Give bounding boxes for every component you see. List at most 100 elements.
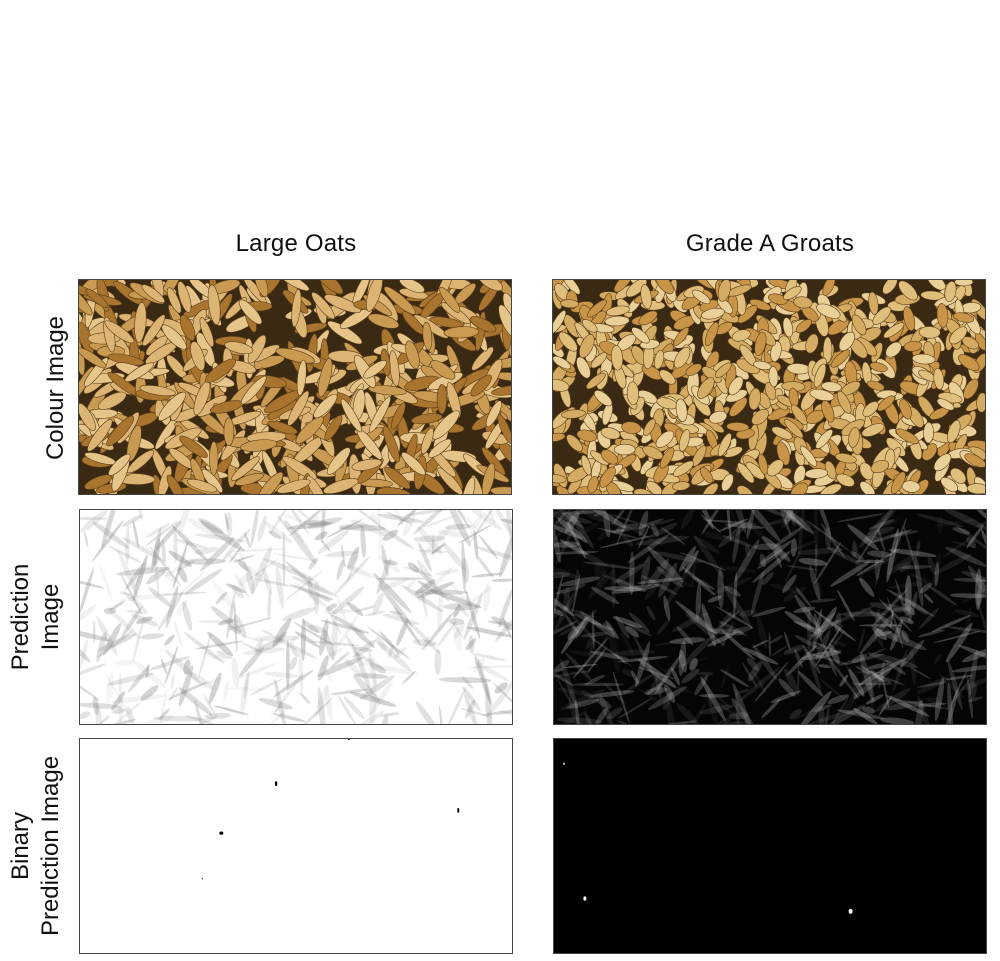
grain: [126, 424, 142, 462]
grain: [471, 346, 494, 371]
prediction-map-left-svg: [80, 510, 512, 724]
prediction-streak: [197, 619, 240, 624]
grain: [470, 374, 492, 397]
grain: [432, 410, 460, 440]
prediction-streak: [294, 582, 339, 617]
grain: [614, 443, 636, 456]
prediction-streak: [243, 671, 250, 699]
prediction-streak: [307, 580, 320, 606]
prediction-streak: [184, 715, 217, 724]
binary-speck: [201, 878, 204, 880]
grain: [317, 358, 333, 398]
prediction-streak: [155, 520, 182, 550]
prediction-streak: [778, 678, 796, 697]
prediction-streak: [107, 545, 142, 563]
grain: [209, 441, 219, 476]
prediction-streak: [153, 548, 160, 597]
prediction-streak: [385, 511, 413, 525]
grain: [736, 485, 754, 494]
prediction-streak: [105, 670, 114, 705]
grain: [870, 460, 890, 474]
prediction-streak: [249, 678, 283, 696]
grain: [296, 359, 307, 396]
prediction-streak: [579, 610, 616, 639]
prediction-streak: [756, 615, 768, 649]
grain: [966, 483, 985, 494]
prediction-streak: [494, 682, 508, 694]
prediction-streak: [590, 586, 620, 605]
prediction-streak: [725, 510, 732, 542]
prediction-streak: [663, 562, 694, 609]
prediction-streak: [798, 510, 805, 554]
prediction-streak: [660, 527, 686, 545]
grain: [167, 287, 182, 314]
prediction-streak: [962, 647, 986, 663]
prediction-image-large-oats: [79, 509, 513, 725]
prediction-streak: [198, 715, 218, 724]
prediction-streak: [101, 510, 118, 549]
prediction-streak: [430, 543, 446, 555]
prediction-streak: [635, 535, 690, 546]
prediction-streak: [849, 551, 864, 561]
prediction-streak: [345, 658, 362, 676]
grain: [726, 422, 750, 432]
prediction-streak: [160, 569, 177, 583]
prediction-streak: [932, 552, 941, 592]
prediction-streak: [477, 657, 493, 708]
prediction-streak: [137, 510, 143, 521]
prediction-streak: [197, 677, 223, 687]
prediction-streak: [369, 662, 387, 674]
prediction-streak: [317, 655, 329, 681]
grain: [821, 400, 835, 423]
prediction-streak: [894, 699, 949, 710]
prediction-streak: [811, 641, 842, 654]
prediction-streak: [664, 684, 676, 703]
prediction-streak: [823, 706, 830, 724]
prediction-streak: [699, 704, 734, 715]
prediction-streak: [712, 611, 733, 638]
prediction-streak: [152, 538, 161, 568]
prediction-streak: [112, 708, 126, 714]
prediction-streak: [418, 542, 432, 572]
prediction-streak: [934, 519, 978, 527]
prediction-streak: [946, 674, 973, 681]
prediction-streak: [732, 626, 753, 634]
grain: [872, 306, 892, 325]
grain: [783, 418, 804, 439]
prediction-streak: [732, 683, 753, 724]
grain: [621, 421, 642, 434]
grain: [267, 420, 298, 435]
grain: [816, 303, 841, 319]
prediction-streak: [424, 514, 458, 528]
grain: [714, 362, 732, 378]
prediction-streak: [717, 702, 737, 717]
prediction-streak: [554, 524, 583, 539]
grain: [79, 347, 107, 369]
prediction-streak: [307, 576, 314, 599]
prediction-streak: [948, 628, 968, 635]
prediction-streak: [416, 559, 437, 589]
prediction-streak: [951, 670, 968, 704]
prediction-streak: [166, 570, 206, 607]
prediction-streak: [562, 605, 597, 643]
binary-speck: [274, 781, 278, 787]
prediction-streak: [699, 693, 730, 698]
prediction-streak: [238, 573, 249, 588]
prediction-streak: [319, 618, 329, 656]
grain: [697, 377, 715, 399]
prediction-streak: [588, 639, 596, 658]
grain: [593, 390, 613, 407]
prediction-streak: [606, 707, 623, 720]
prediction-streak: [92, 620, 96, 644]
prediction-streak: [554, 605, 569, 622]
prediction-streak: [746, 510, 755, 539]
grain: [923, 421, 934, 444]
prediction-streak: [866, 550, 891, 558]
prediction-streak: [336, 613, 359, 648]
prediction-streak: [111, 694, 167, 703]
prediction-streak: [353, 673, 389, 679]
prediction-streak: [745, 522, 786, 557]
prediction-streak: [868, 648, 887, 656]
prediction-streak: [242, 647, 285, 655]
prediction-streak: [721, 622, 734, 648]
